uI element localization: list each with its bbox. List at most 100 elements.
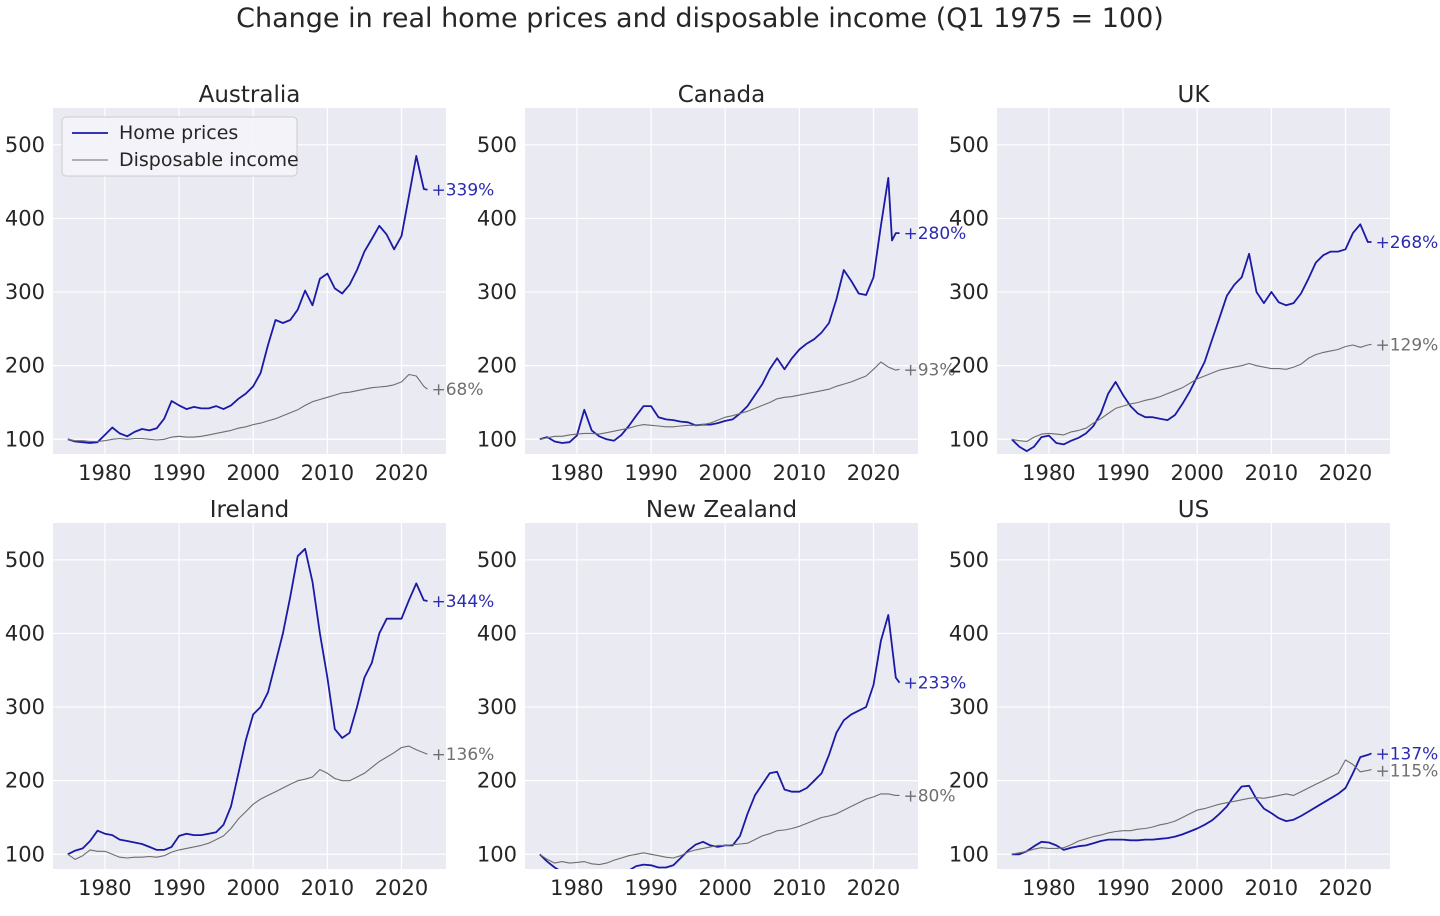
- panel-title: Ireland: [210, 497, 290, 523]
- home-prices-change-label: +137%: [1375, 744, 1438, 764]
- x-tick-label: 2000: [226, 461, 279, 485]
- x-tick-label: 2000: [698, 876, 751, 900]
- x-tick-label: 2010: [1245, 876, 1298, 900]
- income-change-label: +129%: [1375, 335, 1438, 355]
- home-prices-line: [539, 176, 900, 444]
- plot-area: [53, 523, 446, 869]
- y-tick-label: 300: [949, 695, 989, 719]
- x-tick-label: 1980: [1022, 876, 1075, 900]
- y-tick-label: 200: [5, 769, 45, 793]
- x-tick-label: 1980: [1022, 461, 1075, 485]
- x-tick-label: 2020: [847, 876, 900, 900]
- y-tick-label: 200: [949, 769, 989, 793]
- panel-title: New Zealand: [646, 497, 797, 523]
- y-tick-label: 100: [5, 427, 45, 451]
- x-tick-label: 1980: [550, 876, 603, 900]
- x-tick-label: 2020: [1319, 876, 1372, 900]
- x-tick-label: 2020: [375, 876, 428, 900]
- y-tick-label: 200: [477, 769, 517, 793]
- y-tick-label: 500: [477, 548, 517, 572]
- home-prices-change-label: +339%: [431, 181, 494, 201]
- x-tick-label: 1990: [152, 461, 205, 485]
- x-tick-label: 1990: [624, 876, 677, 900]
- x-tick-label: 2010: [773, 876, 826, 900]
- disposable-income-line: [1011, 759, 1372, 855]
- home-prices-change-label: +280%: [903, 224, 966, 244]
- x-tick-label: 2000: [226, 876, 279, 900]
- x-tick-label: 1990: [1096, 461, 1149, 485]
- panel-title: UK: [1178, 82, 1211, 108]
- x-tick-label: 1980: [78, 876, 131, 900]
- disposable-income-line: [539, 793, 900, 866]
- y-tick-label: 500: [477, 133, 517, 157]
- y-tick-label: 200: [5, 354, 45, 378]
- panel-australia: 1980 1990 2000 2010 2020 100 200 300 400 500 Austr…: [5, 82, 494, 485]
- income-change-label: +115%: [1375, 761, 1438, 781]
- home-prices-change-label: +233%: [903, 674, 966, 694]
- x-tick-label: 2000: [1170, 876, 1223, 900]
- y-tick-label: 400: [949, 206, 989, 230]
- legend: Home prices Disposable income: [61, 116, 299, 177]
- panel-canada: 1980 1990 2000 2010 2020 100 200 300 400 500 Canad…: [477, 82, 966, 485]
- disposable-income-line: [1011, 343, 1372, 443]
- y-tick-label: 100: [949, 842, 989, 866]
- legend-box: [61, 116, 298, 177]
- y-tick-label: 100: [477, 842, 517, 866]
- x-tick-label: 2020: [1319, 461, 1372, 485]
- y-tick-label: 500: [5, 548, 45, 572]
- y-tick-label: 100: [5, 842, 45, 866]
- home-prices-line: [1011, 752, 1372, 856]
- x-tick-label: 2010: [301, 461, 354, 485]
- x-tick-label: 2020: [847, 461, 900, 485]
- x-tick-label: 2000: [698, 461, 751, 485]
- y-tick-label: 300: [477, 695, 517, 719]
- x-tick-label: 2010: [1245, 461, 1298, 485]
- panels: 1980 1990 2000 2010 2020 100 200 300 400 500 Austr…: [5, 82, 1438, 900]
- plot-area: [525, 523, 918, 869]
- panel-uk: 1980 1990 2000 2010 2020 100 200 300 400 500 UK +26…: [949, 82, 1438, 485]
- x-tick-label: 1980: [78, 461, 131, 485]
- home-prices-change-label: +268%: [1375, 233, 1438, 253]
- y-tick-label: 300: [477, 280, 517, 304]
- home-prices-line: [67, 154, 428, 444]
- y-tick-label: 300: [949, 280, 989, 304]
- y-tick-label: 500: [949, 133, 989, 157]
- panel-title: Canada: [678, 82, 766, 108]
- disposable-income-line: [67, 373, 428, 443]
- income-change-label: +68%: [431, 380, 483, 400]
- x-tick-label: 2020: [375, 461, 428, 485]
- legend-entry: Disposable income: [119, 149, 299, 171]
- plot-area: [997, 523, 1390, 869]
- y-tick-label: 300: [5, 695, 45, 719]
- home-prices-line: [539, 614, 901, 869]
- y-tick-label: 100: [477, 427, 517, 451]
- x-tick-label: 1990: [1096, 876, 1149, 900]
- x-tick-label: 2010: [773, 461, 826, 485]
- x-tick-label: 1990: [152, 876, 205, 900]
- legend-entry: Home prices: [119, 122, 238, 144]
- x-tick-label: 1990: [624, 461, 677, 485]
- y-tick-label: 500: [949, 548, 989, 572]
- y-tick-label: 200: [477, 354, 517, 378]
- income-change-label: +136%: [431, 745, 494, 765]
- panel-new-zealand: 1980 1990 2000 2010 2020 100 200 300 400 500 New Z…: [477, 497, 966, 900]
- home-prices-line: [1011, 223, 1372, 453]
- y-tick-label: 400: [477, 621, 517, 645]
- panel-title: Australia: [199, 82, 301, 108]
- y-tick-label: 400: [477, 206, 517, 230]
- x-tick-label: 2010: [301, 876, 354, 900]
- y-tick-label: 300: [5, 280, 45, 304]
- y-tick-label: 100: [949, 427, 989, 451]
- y-tick-label: 500: [5, 133, 45, 157]
- income-change-label: +80%: [903, 786, 955, 806]
- panel-us: 1980 1990 2000 2010 2020 100 200 300 400 500 US +13…: [949, 497, 1438, 900]
- disposable-income-line: [67, 745, 428, 860]
- x-tick-label: 1980: [550, 461, 603, 485]
- disposable-income-line: [539, 361, 900, 440]
- x-tick-label: 2000: [1170, 461, 1223, 485]
- figure-title: Change in real home prices and disposabl…: [236, 3, 1164, 34]
- y-tick-label: 400: [5, 206, 45, 230]
- y-tick-label: 200: [949, 354, 989, 378]
- y-tick-label: 400: [949, 621, 989, 645]
- home-prices-line: [67, 547, 428, 856]
